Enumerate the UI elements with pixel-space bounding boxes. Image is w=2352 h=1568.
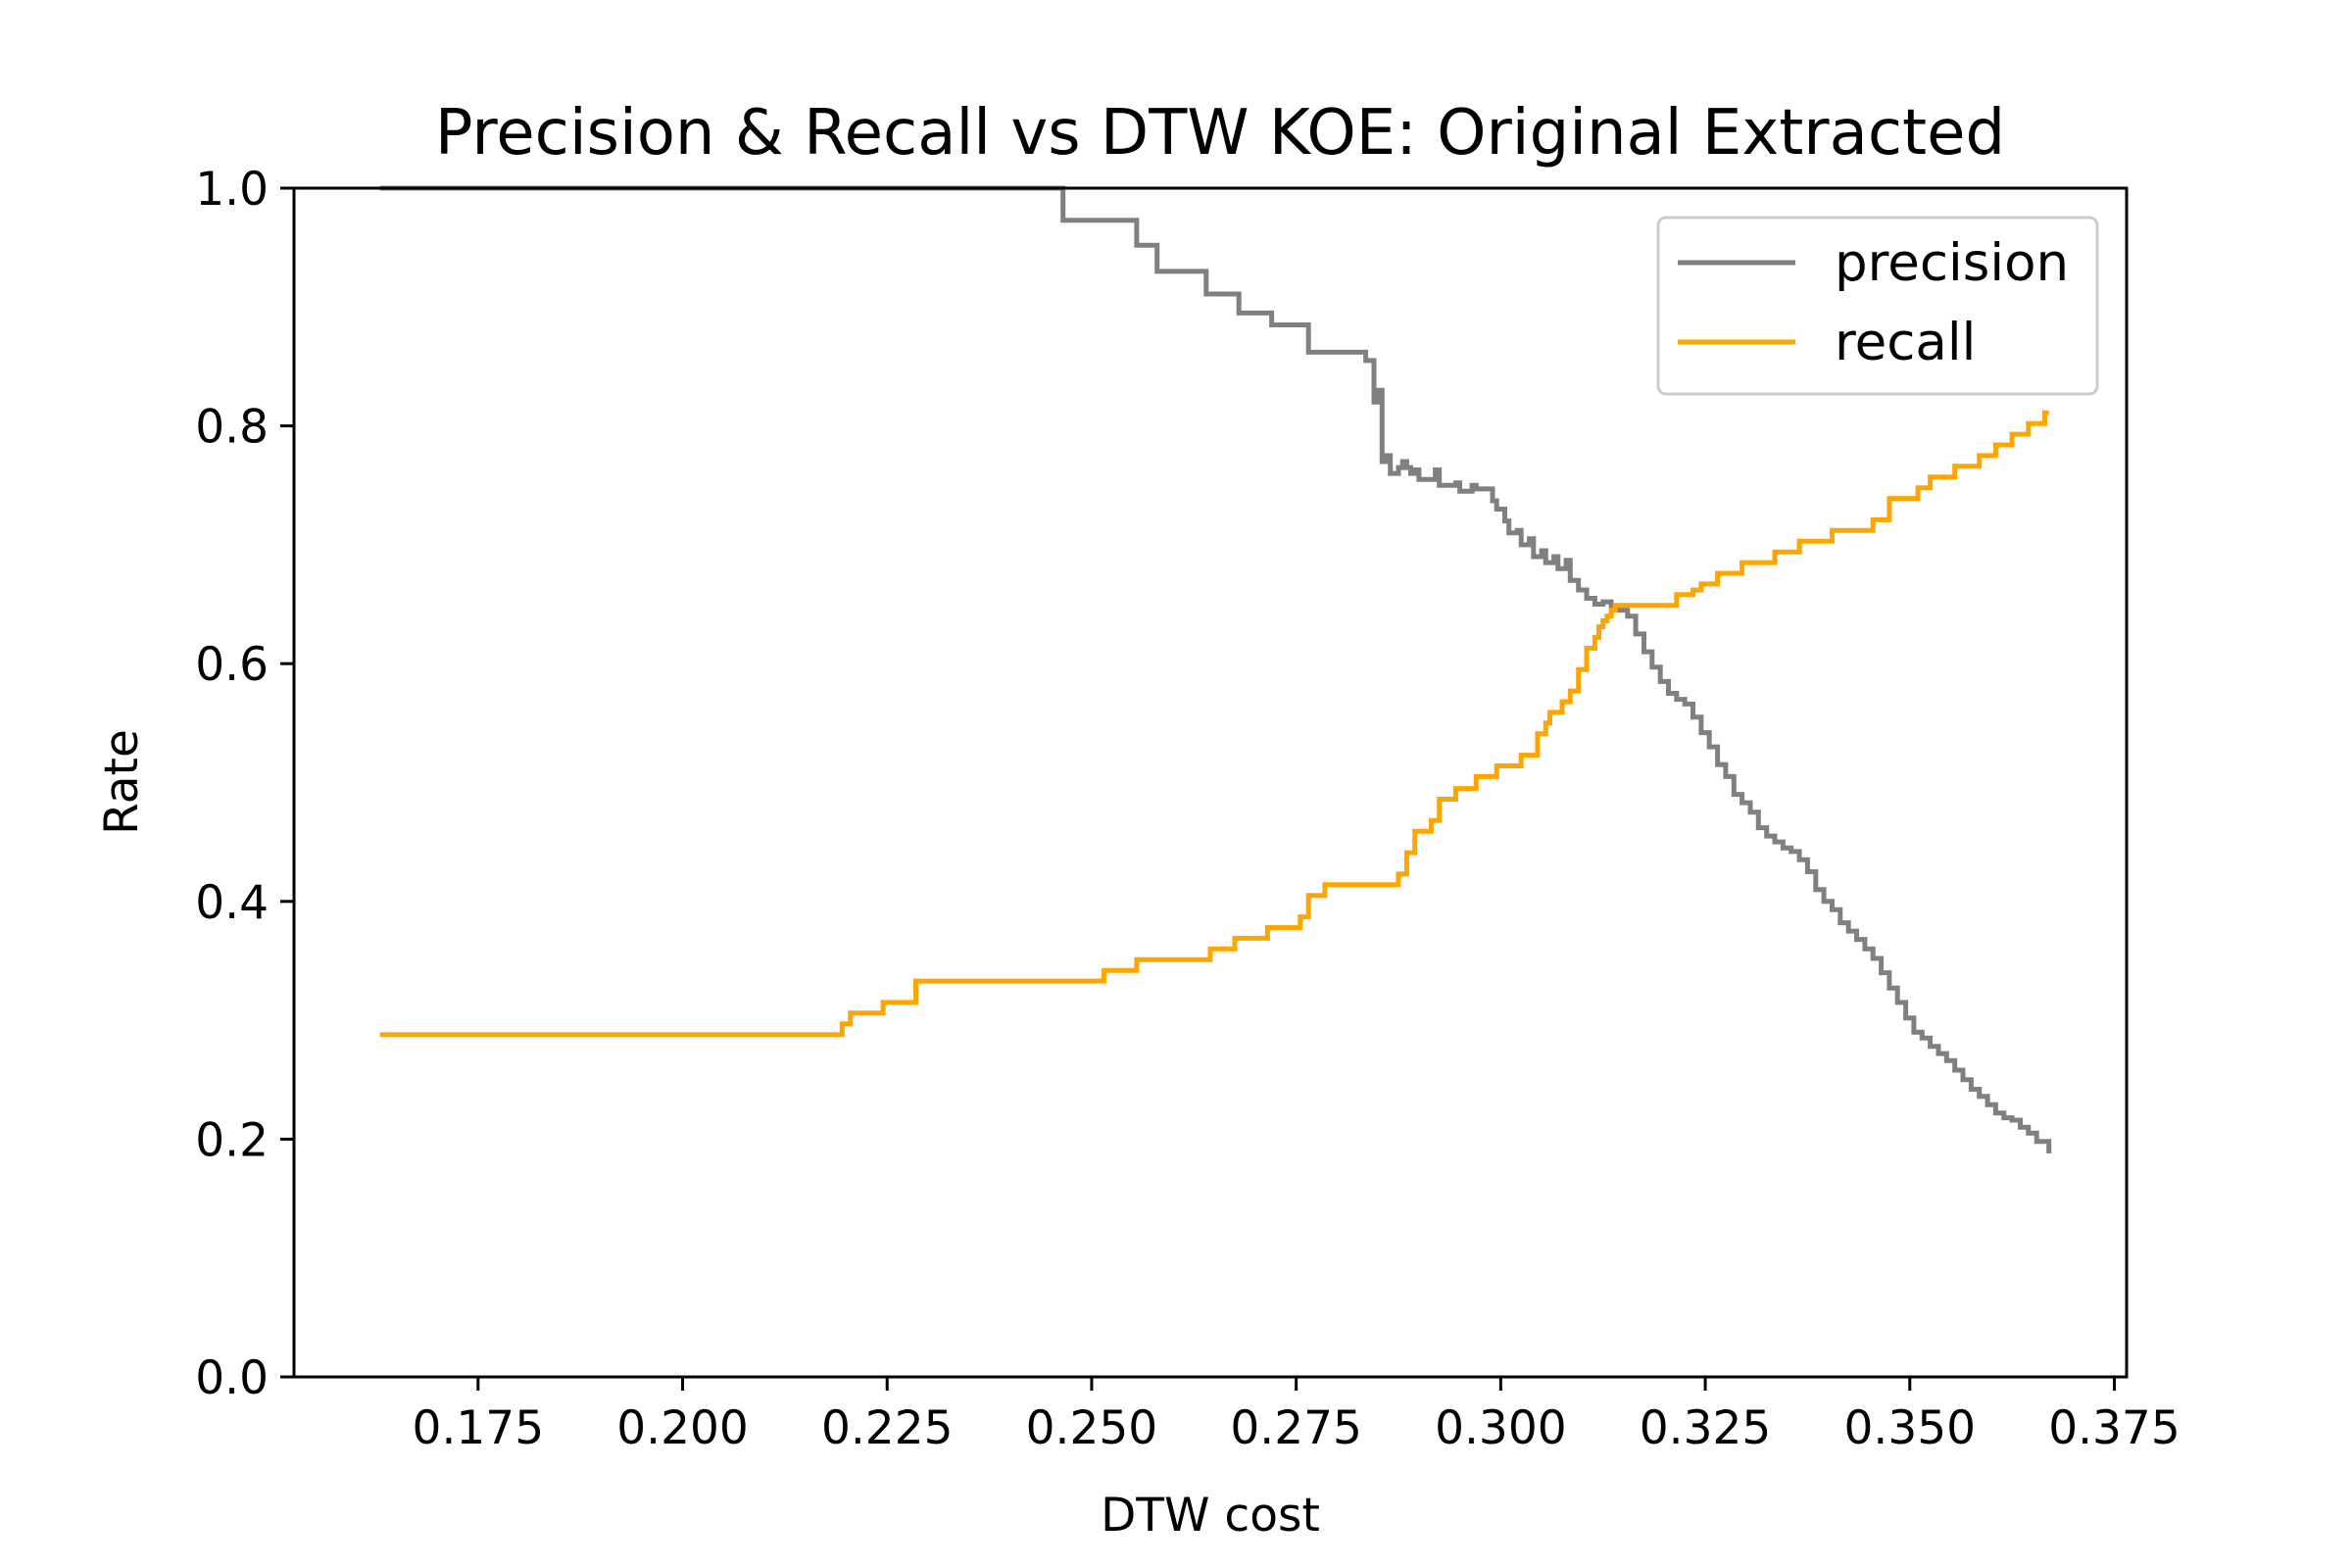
x-tick-label: 0.275 bbox=[1230, 1401, 1362, 1455]
y-tick-label: 1.0 bbox=[195, 163, 269, 217]
legend: precision recall bbox=[1656, 216, 2099, 396]
x-tick-label: 0.325 bbox=[1640, 1401, 1772, 1455]
y-axis-label: Rate bbox=[95, 729, 149, 835]
series-line-precision bbox=[379, 185, 2052, 1153]
x-tick-label: 0.375 bbox=[2048, 1401, 2180, 1455]
x-axis-label: DTW cost bbox=[1101, 1489, 1320, 1543]
legend-label-recall: recall bbox=[1835, 313, 1976, 372]
y-tick-label: 0.6 bbox=[195, 638, 269, 692]
legend-label-precision: precision bbox=[1835, 233, 2069, 293]
x-tick-label: 0.350 bbox=[1843, 1401, 1976, 1455]
y-tick-label: 0.4 bbox=[195, 876, 269, 930]
y-axis: 0.0 0.2 0.4 0.6 0.8 1.0 bbox=[195, 163, 294, 1405]
x-tick-label: 0.175 bbox=[413, 1401, 545, 1455]
x-tick-label: 0.250 bbox=[1026, 1401, 1158, 1455]
plot-frame bbox=[292, 186, 2129, 1379]
y-tick-label: 0.2 bbox=[195, 1113, 269, 1167]
y-tick-label: 0.8 bbox=[195, 401, 269, 455]
series-layer bbox=[379, 185, 2052, 1153]
y-tick-label: 0.0 bbox=[195, 1351, 269, 1405]
x-axis: 0.175 0.200 0.225 0.250 0.275 0.300 0.325 0.350… bbox=[413, 1377, 2180, 1455]
chart-title: Precision & Recall vs DTW KOE: Original … bbox=[435, 97, 2005, 170]
x-tick-label: 0.300 bbox=[1435, 1401, 1567, 1455]
series-line-recall bbox=[379, 410, 2049, 1038]
x-tick-label: 0.200 bbox=[616, 1401, 749, 1455]
x-tick-label: 0.225 bbox=[821, 1401, 954, 1455]
